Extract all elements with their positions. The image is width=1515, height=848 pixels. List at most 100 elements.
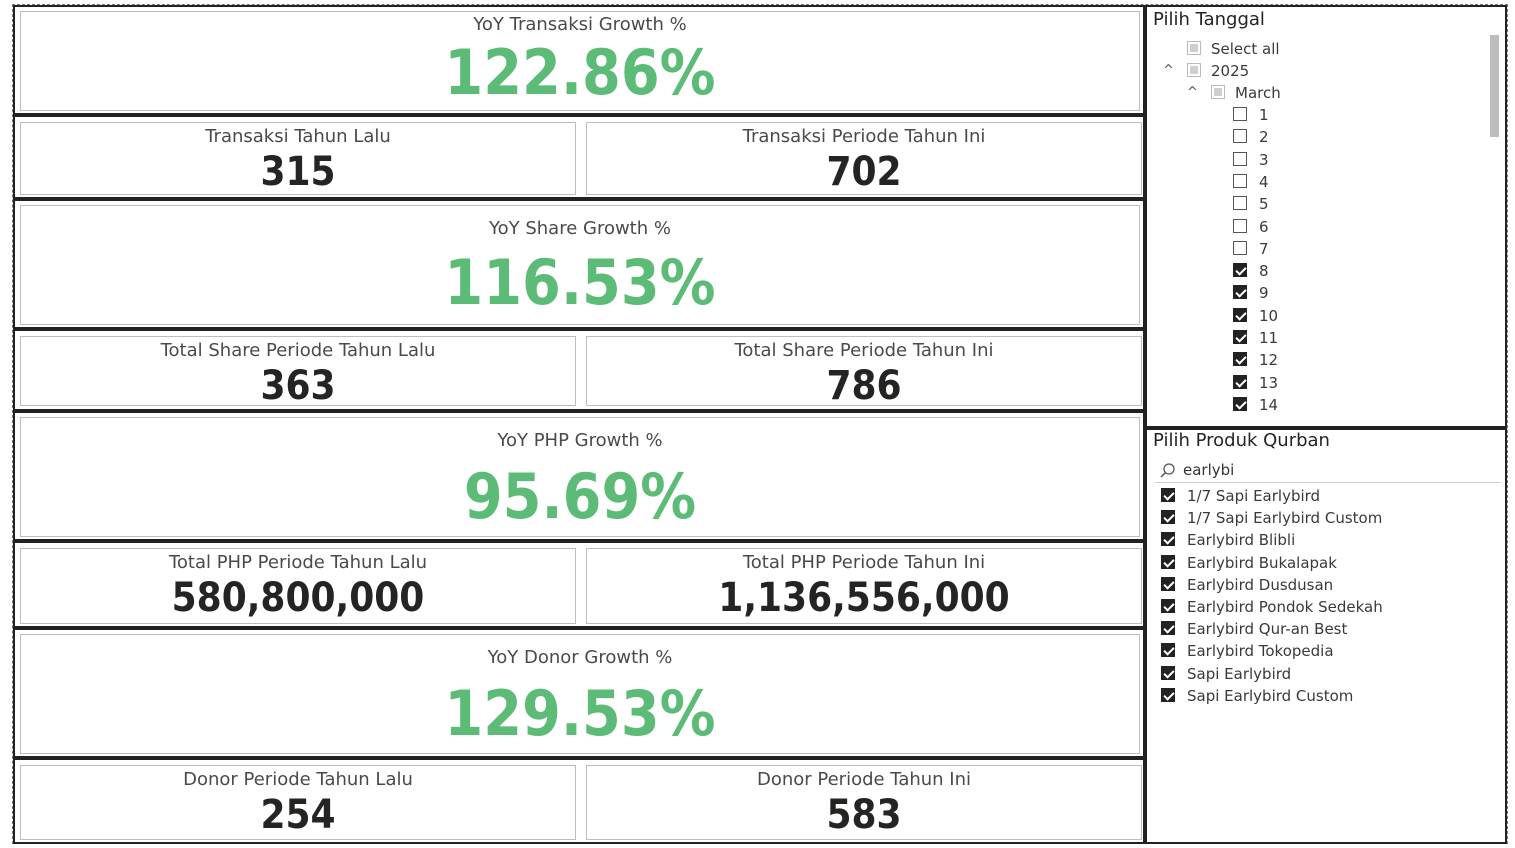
card-value: 1,136,556,000	[718, 575, 1010, 621]
day-checkbox[interactable]	[1233, 374, 1247, 389]
day-checkbox[interactable]	[1233, 173, 1247, 188]
day-label: 11	[1259, 329, 1279, 347]
card-value: 254	[260, 792, 336, 838]
day-label: 8	[1259, 262, 1269, 281]
product-checkbox[interactable]	[1161, 488, 1175, 502]
transaksi-yoy-card[interactable]: YoY Transaksi Growth % 122.86%	[20, 11, 1140, 111]
chevron-up-icon[interactable]: ^	[1163, 63, 1174, 78]
php-prev-card[interactable]: Total PHP Periode Tahun Lalu 580,800,000	[20, 548, 576, 624]
php-detail-group: Total PHP Periode Tahun Lalu 580,800,000…	[13, 541, 1145, 628]
card-title: Total PHP Periode Tahun Lalu	[168, 552, 428, 573]
select-all-label: Select all	[1211, 40, 1280, 58]
day-checkbox[interactable]	[1233, 330, 1247, 344]
product-checkbox[interactable]	[1161, 687, 1175, 702]
share-yoy-group: YoY Share Growth % 116.53%	[13, 199, 1145, 329]
card-value: 702	[826, 149, 902, 195]
card-title: Total PHP Periode Tahun Ini	[742, 552, 986, 573]
card-value: 786	[826, 363, 902, 409]
date-slicer-scrollbar[interactable]	[1490, 35, 1499, 137]
product-checkbox[interactable]	[1161, 599, 1175, 613]
product-search-box[interactable]	[1155, 460, 1501, 483]
product-checkbox[interactable]	[1161, 554, 1175, 569]
php-yoy-card[interactable]: YoY PHP Growth % 95.69%	[20, 417, 1140, 537]
month-checkbox[interactable]	[1211, 85, 1225, 99]
product-checkbox[interactable]	[1161, 576, 1175, 591]
product-label: Earlybird Bukalapak	[1187, 553, 1337, 572]
day-checkbox[interactable]	[1233, 240, 1247, 255]
card-title: Total Share Periode Tahun Ini	[734, 340, 994, 361]
product-checkbox[interactable]	[1161, 510, 1175, 525]
card-title: Donor Periode Tahun Ini	[756, 769, 972, 790]
product-checkbox[interactable]	[1161, 643, 1175, 658]
month-label: March	[1235, 84, 1281, 102]
donor-yoy-card[interactable]: YoY Donor Growth % 129.53%	[20, 634, 1140, 754]
card-value: 580,800,000	[171, 575, 425, 621]
day-label: 7	[1259, 239, 1269, 258]
year-checkbox[interactable]	[1187, 63, 1201, 77]
day-label: 9	[1259, 284, 1269, 303]
card-title: YoY PHP Growth %	[497, 430, 663, 451]
date-slicer: Pilih Tanggal Select all ^ 2025 ^ March …	[1145, 5, 1507, 428]
product-label: 1/7 Sapi Earlybird Custom	[1187, 509, 1383, 528]
product-label: Earlybird Tokopedia	[1187, 642, 1334, 661]
product-slicer-title: Pilih Produk Qurban	[1153, 430, 1330, 451]
product-label: Earlybird Dusdusan	[1187, 575, 1334, 594]
day-checkbox[interactable]	[1233, 285, 1247, 300]
share-prev-card[interactable]: Total Share Periode Tahun Lalu 363	[20, 336, 576, 409]
growth-value: 95.69%	[463, 460, 697, 533]
day-label: 1	[1259, 106, 1269, 124]
share-curr-card[interactable]: Total Share Periode Tahun Ini 786	[586, 336, 1142, 409]
select-all-checkbox[interactable]	[1187, 41, 1201, 55]
card-value: 315	[260, 149, 336, 195]
year-label: 2025	[1211, 62, 1250, 80]
day-checkbox[interactable]	[1233, 396, 1247, 411]
share-detail-group: Total Share Periode Tahun Lalu 363 Total…	[13, 329, 1145, 411]
day-checkbox[interactable]	[1233, 196, 1247, 211]
day-checkbox[interactable]	[1233, 352, 1247, 367]
growth-value: 129.53%	[444, 677, 716, 750]
donor-curr-card[interactable]: Donor Periode Tahun Ini 583	[586, 765, 1142, 840]
search-icon	[1160, 463, 1175, 478]
day-label: 14	[1259, 395, 1279, 414]
php-yoy-group: YoY PHP Growth % 95.69%	[13, 411, 1145, 541]
day-label: 4	[1259, 172, 1269, 191]
product-label: Earlybird Pondok Sedekah	[1187, 598, 1383, 616]
day-checkbox[interactable]	[1233, 218, 1247, 233]
day-label: 5	[1259, 195, 1269, 214]
day-checkbox[interactable]	[1233, 307, 1247, 322]
card-value: 363	[260, 363, 336, 409]
day-label: 10	[1259, 306, 1279, 325]
transaksi-yoy-group: YoY Transaksi Growth % 122.86%	[13, 5, 1145, 115]
day-checkbox[interactable]	[1233, 263, 1247, 278]
growth-value: 116.53%	[444, 246, 716, 319]
product-search-input[interactable]	[1181, 460, 1485, 480]
product-label: Sapi Earlybird Custom	[1187, 686, 1354, 705]
growth-value: 122.86%	[444, 36, 716, 109]
share-yoy-card[interactable]: YoY Share Growth % 116.53%	[20, 205, 1140, 325]
product-label: Earlybird Qur-an Best	[1187, 620, 1348, 639]
day-label: 6	[1259, 217, 1269, 236]
product-label: 1/7 Sapi Earlybird	[1187, 487, 1321, 505]
day-label: 2	[1259, 128, 1269, 147]
transaksi-detail-group: Transaksi Tahun Lalu 315 Transaksi Perio…	[13, 115, 1145, 199]
day-checkbox[interactable]	[1233, 107, 1247, 121]
card-title: Donor Periode Tahun Lalu	[183, 769, 413, 790]
card-value: 583	[826, 792, 902, 838]
php-curr-card[interactable]: Total PHP Periode Tahun Ini 1,136,556,00…	[586, 548, 1142, 624]
product-checkbox[interactable]	[1161, 665, 1175, 680]
product-checkbox[interactable]	[1161, 532, 1175, 547]
chevron-up-icon[interactable]: ^	[1187, 85, 1198, 100]
product-label: Sapi Earlybird	[1187, 664, 1292, 683]
donor-yoy-group: YoY Donor Growth % 129.53%	[13, 628, 1145, 758]
donor-prev-card[interactable]: Donor Periode Tahun Lalu 254	[20, 765, 576, 840]
day-checkbox[interactable]	[1233, 151, 1247, 166]
card-title: YoY Share Growth %	[489, 218, 671, 239]
date-slicer-title: Pilih Tanggal	[1153, 9, 1265, 30]
day-checkbox[interactable]	[1233, 129, 1247, 144]
transaksi-prev-card[interactable]: Transaksi Tahun Lalu 315	[20, 122, 576, 195]
donor-detail-group: Donor Periode Tahun Lalu 254 Donor Perio…	[13, 758, 1145, 844]
product-checkbox[interactable]	[1161, 621, 1175, 636]
card-title: Transaksi Periode Tahun Ini	[742, 126, 986, 147]
day-label: 12	[1259, 351, 1279, 370]
transaksi-curr-card[interactable]: Transaksi Periode Tahun Ini 702	[586, 122, 1142, 195]
